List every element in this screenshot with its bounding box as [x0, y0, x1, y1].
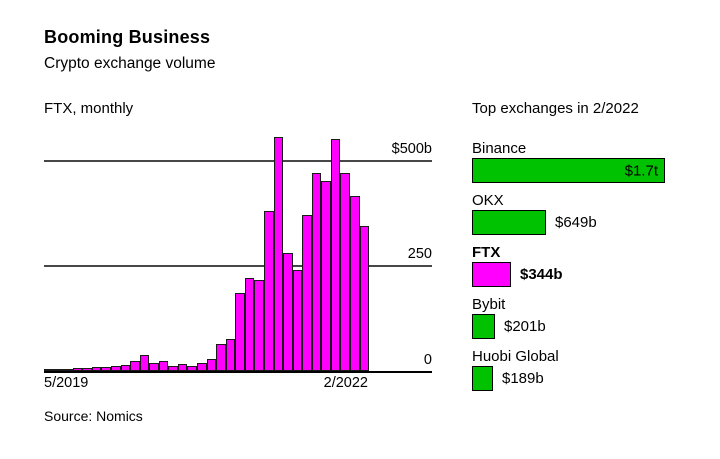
exchange-bar-bybit [472, 314, 495, 339]
ftx-bar-3-2020 [139, 355, 150, 371]
ftx-bar-12-2021 [340, 172, 350, 371]
x-axis-baseline [44, 371, 432, 373]
ftx-bar-12-2020 [225, 339, 236, 371]
gridline-250 [44, 265, 432, 267]
exchange-bar-huobi-global [472, 366, 493, 391]
left-chart-label: FTX, monthly [44, 100, 134, 117]
exchange-barline-huobi-global: $189b [472, 366, 717, 391]
chart-subtitle: Crypto exchange volume [44, 55, 216, 72]
ftx-monthly-bars [44, 130, 370, 371]
exchange-bar-okx [472, 210, 546, 235]
ftx-bar-4-2021 [263, 210, 274, 371]
exchange-row-huobi-global: Huobi Global $189b [472, 348, 717, 391]
ftx-bar-10-2019 [91, 367, 102, 371]
ftx-bar-1-2020 [120, 365, 131, 371]
exchange-bar-ftx [472, 262, 511, 287]
exchange-label-bybit: Bybit [472, 296, 506, 313]
ftx-bar-9-2021 [311, 172, 322, 371]
ftx-bar-11-2020 [216, 343, 226, 371]
ftx-bar-6-2021 [283, 252, 293, 371]
exchange-label-okx: OKX [472, 192, 504, 209]
exchange-row-binance: Binance $1.7t [472, 140, 717, 183]
top-exchanges-list: Binance $1.7t OKX $649b FTX $344b Bybit $201b Hu… [472, 140, 717, 400]
exchange-barline-okx: $649b [472, 210, 717, 235]
ftx-bar-1-2022 [350, 195, 360, 371]
ftx-bar-10-2021 [321, 181, 331, 371]
ftx-bar-2-2022 [359, 225, 370, 371]
ftx-bar-8-2020 [187, 365, 197, 371]
y-tick-250: 250 [407, 246, 432, 262]
y-tick-500b: $500b [391, 141, 432, 157]
chart-title: Booming Business [44, 27, 211, 47]
ftx-bar-5-2019 [44, 369, 54, 371]
exchange-row-ftx: FTX $344b [472, 244, 717, 287]
y-tick-0: 0 [423, 352, 432, 368]
ftx-bar-5-2020 [158, 361, 169, 371]
ftx-bar-3-2021 [254, 280, 264, 371]
x-tick-last: 2/2022 [323, 375, 368, 391]
ftx-bar-2-2021 [244, 278, 255, 371]
source-note: Source: Nomics [44, 408, 143, 424]
exchange-label-ftx: FTX [472, 244, 501, 261]
exchange-label-binance: Binance [472, 140, 527, 157]
ftx-bar-8-2021 [302, 214, 312, 371]
exchange-barline-ftx: $344b [472, 262, 717, 287]
ftx-bar-9-2020 [197, 362, 207, 371]
exchange-value-okx: $649b [555, 214, 597, 231]
exchange-barline-bybit: $201b [472, 314, 717, 339]
exchange-value-binance: $1.7t [624, 162, 658, 179]
ftx-bar-5-2021 [273, 136, 284, 371]
exchange-label-huobi-global: Huobi Global [472, 348, 559, 365]
x-tick-first: 5/2019 [44, 375, 89, 391]
exchange-value-bybit: $201b [504, 318, 546, 335]
ftx-bar-7-2021 [292, 269, 303, 371]
ftx-bar-7-2020 [177, 364, 188, 371]
exchange-value-huobi-global: $189b [502, 370, 544, 387]
ftx-bar-11-2021 [330, 138, 341, 371]
ftx-bar-1-2021 [235, 292, 245, 371]
exchange-value-ftx: $344b [520, 266, 563, 283]
exchange-barline-binance: $1.7t [472, 158, 717, 183]
ftx-bar-12-2019 [110, 365, 121, 371]
ftx-bar-2-2020 [130, 361, 140, 371]
exchange-row-bybit: Bybit $201b [472, 296, 717, 339]
ftx-bar-6-2020 [168, 365, 178, 371]
ftx-bar-9-2019 [82, 368, 92, 371]
ftx-bar-6-2019 [53, 369, 64, 371]
gridline-500b [44, 160, 432, 162]
exchange-row-okx: OKX $649b [472, 192, 717, 235]
exchange-bar-binance: $1.7t [472, 158, 665, 183]
ftx-bar-11-2019 [101, 367, 111, 371]
right-panel-title: Top exchanges in 2/2022 [472, 100, 639, 117]
ftx-bar-7-2019 [63, 368, 73, 371]
ftx-bar-4-2020 [149, 363, 159, 371]
ftx-bar-10-2020 [206, 359, 217, 371]
ftx-bar-8-2019 [72, 368, 83, 371]
